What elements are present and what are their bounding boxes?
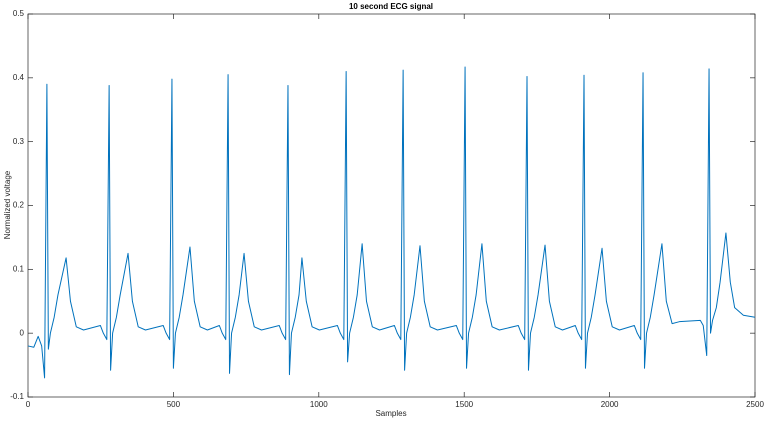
x-tick-label: 2500 [746, 400, 764, 409]
x-tick-label: 500 [167, 400, 181, 409]
y-tick-label: 0.1 [13, 264, 25, 273]
x-axis-label: Samples [375, 409, 406, 418]
x-tick-label: 0 [26, 400, 31, 409]
ecg-line [27, 66, 756, 379]
y-tick-label: 0.4 [13, 73, 25, 82]
y-tick-label: 0 [20, 328, 25, 337]
y-axis-label: Normalized voltage [3, 170, 12, 239]
x-tick-label: 1000 [310, 400, 328, 409]
x-tick-label: 1500 [455, 400, 473, 409]
y-tick-label: 0.3 [13, 137, 25, 146]
y-tick-label: 0.2 [13, 201, 25, 210]
y-tick-label: 0.5 [13, 9, 25, 18]
chart-title: 10 second ECG signal [349, 2, 433, 11]
y-tick-label: -0.1 [10, 392, 24, 401]
x-tick-label: 2000 [601, 400, 619, 409]
